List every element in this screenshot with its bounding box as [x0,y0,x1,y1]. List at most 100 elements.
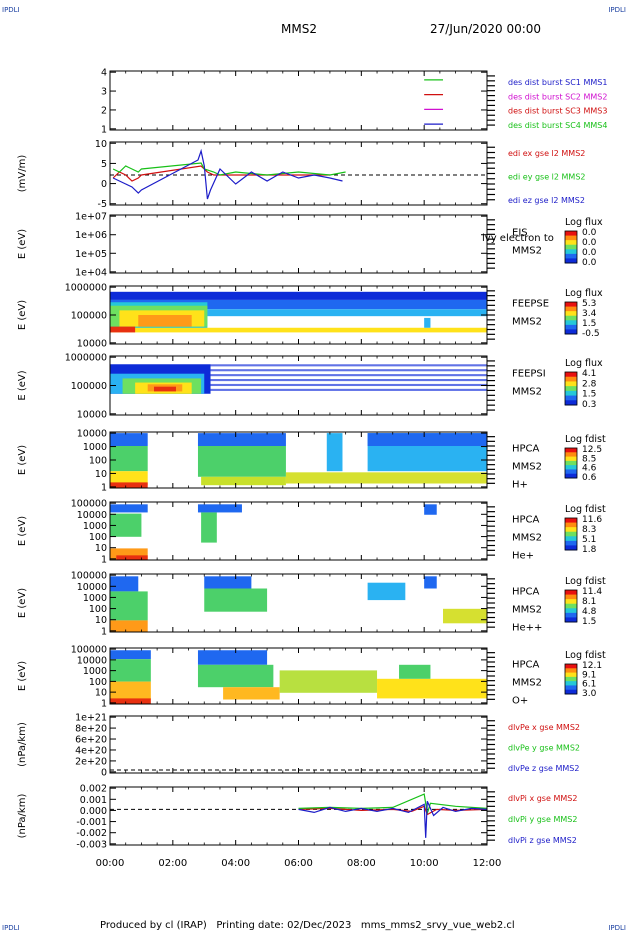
colorbar-segment [565,590,577,596]
y-tick-label: 1e+04 [75,267,107,278]
y-axis-label: E (eV) [17,445,28,475]
y-tick-label: 10 [95,543,107,554]
y-axis-label: (mV/m) [17,155,28,193]
colorbar-title: Log fdist [565,434,606,445]
spectrogram-band [110,482,148,488]
y-tick-label: 4e+20 [75,745,107,756]
y-tick-label: 6e+20 [75,735,107,746]
y-tick-label: 0.002 [80,784,107,795]
y-tick-label: 10 [95,688,107,699]
colorbar-segment [565,617,577,623]
y-tick-label: 1 [101,554,107,565]
spectrogram-band [110,471,148,486]
spectrogram-band [424,317,431,328]
colorbar-frame [564,517,578,551]
y-axis-label: E (eV) [17,300,28,330]
spectrogram-band [110,446,148,472]
colorbar-segment [565,685,577,691]
y-tick-label: 5 [101,159,107,170]
instrument-label: HPCA [512,586,540,597]
y-tick-label: 100000 [71,311,107,322]
y-tick-label: 1000000 [65,353,107,364]
legend-entry: dlvPi z gse MMS2 [508,836,577,845]
y-tick-label: 1000 [83,666,107,677]
y-tick-label: 2 [101,105,107,116]
time-tick-label: 00:00 [96,858,125,869]
spectrogram-band [116,555,148,560]
colorbar-segment [565,258,577,264]
spectrogram-band [210,379,488,382]
instrument-label: FEEPSI [512,369,546,380]
y-tick-label: 10000 [77,510,107,521]
colorbar-segment [565,231,577,237]
colorbar-segment [565,681,577,686]
page-title: MMS2 [281,22,317,36]
colorbar-segment [565,302,577,308]
overlay-label: lvy electron to [482,233,554,244]
colorbar-segment [565,612,577,618]
y-tick-label: 0.001 [80,795,107,806]
y-tick-label: 0 [101,179,107,190]
colorbar-segment [565,531,577,537]
legend-entry: edi ez gse l2 MMS2 [508,196,585,205]
y-tick-label: 1000000 [65,283,107,294]
spectrogram-band [424,504,437,515]
y-tick-label: 100000 [71,381,107,392]
y-tick-label: 100 [89,532,107,543]
colorbar-frame [564,589,578,623]
y-tick-label: -0.001 [76,817,107,828]
spectrogram-band [110,433,148,446]
spectrogram-band [326,433,343,472]
y-tick-label: 3 [101,87,107,98]
spectrogram-band [110,620,148,632]
colorbar-segment [565,518,577,524]
instrument-label: MMS2 [512,532,542,543]
colorbar-segment [565,594,577,600]
y-tick-label: 1 [101,698,107,709]
instrument-label: HPCA [512,660,540,671]
spectrogram-band [110,327,487,333]
colorbar-segment [565,315,577,321]
y-tick-label: 10000 [77,582,107,593]
colorbar-title: Log fdist [565,650,606,661]
time-tick-label: 02:00 [158,858,187,869]
spectrogram-band [443,608,487,624]
colorbar-segment [565,456,577,462]
colorbar-segment [565,545,577,551]
spectrogram-band [210,364,488,367]
corner-label-top-right: IPDLI [608,6,626,14]
colorbar-segment [565,324,577,330]
spectrogram-band [110,591,148,621]
y-axis-label: E (eV) [17,370,28,400]
y-tick-label: 1 [101,626,107,637]
instrument-label: MMS2 [512,678,542,689]
colorbar-title: Log fdist [565,576,606,587]
corner-label-top-left: IPDLI [2,6,20,14]
y-tick-label: 0.000 [80,806,107,817]
spectrogram-band [204,576,252,589]
footer-text: Produced by cl (IRAP) Printing date: 02/… [100,920,515,931]
colorbar-segment [565,672,577,678]
corner-label-bottom-right: IPDLI [608,924,626,932]
y-tick-label: 100 [89,677,107,688]
colorbar-frame [564,663,578,695]
colorbar-segment [565,249,577,255]
instrument-label: HPCA [512,444,540,455]
instrument-label: HPCA [512,514,540,525]
legend-entry: dlvPi y gse MMS2 [508,815,577,824]
colorbar-frame [564,230,578,264]
spectrogram-band [110,513,142,537]
colorbar-tick-label: 6.1 [582,680,596,690]
spectrogram-band [110,299,487,310]
spectrogram-band [424,576,437,589]
y-axis-label: E (eV) [17,588,28,618]
colorbar-title: Log flux [565,288,603,299]
y-axis-label: (nPa/km) [17,794,28,839]
colorbar-tick-label: 8.3 [582,525,596,535]
colorbar-segment [565,244,577,250]
time-tick-label: 12:00 [473,858,502,869]
colorbar-segment [565,235,577,241]
colorbar-segment [565,465,577,470]
spectrogram-band [110,548,148,560]
colorbar-title: Log flux [565,358,603,369]
